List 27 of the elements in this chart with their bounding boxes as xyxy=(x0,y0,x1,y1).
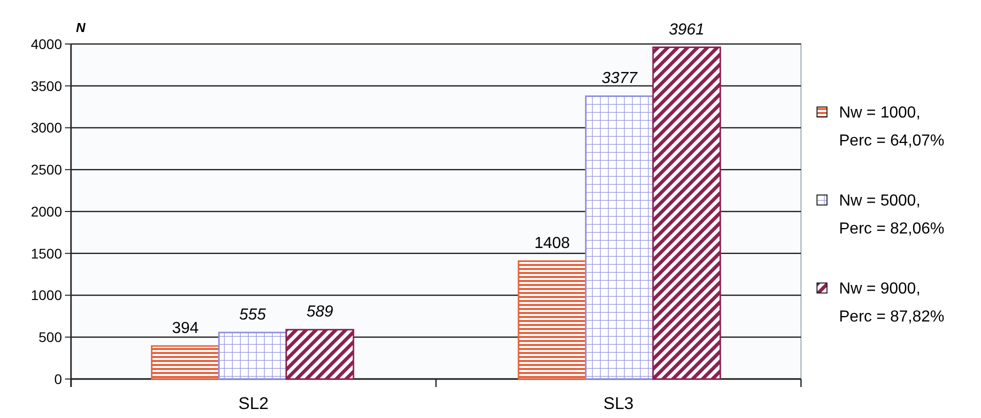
legend-label: Nw = 9000, Perc = 87,82% xyxy=(839,280,944,326)
x-tick-label: SL3 xyxy=(603,394,634,413)
y-tick-label: 3500 xyxy=(30,78,62,94)
y-tick-label: 500 xyxy=(38,329,62,346)
bar xyxy=(218,332,287,380)
bar xyxy=(585,95,654,380)
y-tick-label: 2000 xyxy=(30,203,62,220)
data-label: 1408 xyxy=(534,235,570,252)
bar xyxy=(285,328,354,380)
y-tick-label: 4000 xyxy=(30,36,62,52)
data-label: 555 xyxy=(239,306,266,324)
bar xyxy=(652,46,722,380)
y-tick-label: 3000 xyxy=(30,120,62,136)
data-label: 589 xyxy=(306,304,334,321)
data-label: 3961 xyxy=(668,21,704,38)
legend-label: Nw = 5000, Perc = 82,06% xyxy=(839,192,944,238)
data-label: 394 xyxy=(172,320,199,338)
x-tick-label: SL2 xyxy=(238,394,269,413)
y-tick-label: 1000 xyxy=(30,287,62,304)
y-tick-label: 2500 xyxy=(30,162,62,178)
bar xyxy=(518,260,587,380)
data-label: 3377 xyxy=(602,70,638,88)
bar xyxy=(150,345,220,380)
y-axis-title: N xyxy=(76,20,86,35)
y-tick-label: 1500 xyxy=(30,245,62,262)
legend-label: Nw = 1000, Perc = 64,07% xyxy=(839,104,944,150)
y-tick-label: 0 xyxy=(54,370,62,387)
